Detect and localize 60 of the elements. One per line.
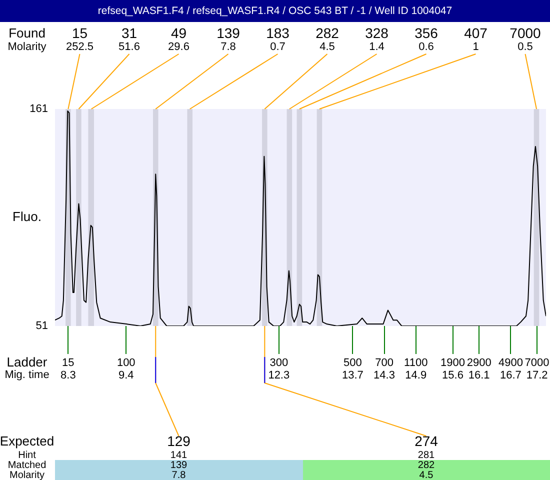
chart-title: refseq_WASF1.F4 / refseq_WASF1.R4 / OSC 543 BT / -1 / Well ID 1004047 — [0, 0, 550, 22]
x-tick-label: 13.7 — [342, 370, 364, 382]
text: 0.5 — [518, 41, 533, 54]
text: 281 — [418, 450, 436, 461]
x-tick-label: 8.3 — [60, 370, 76, 382]
annotation: 129 — [167, 432, 191, 449]
text: 29.6 — [168, 41, 190, 54]
text: 15 — [62, 357, 74, 370]
text: Molarity — [8, 41, 47, 54]
text: 0.7 — [270, 41, 286, 54]
text: Ladder — [6, 354, 48, 370]
text: 7.8 — [172, 470, 186, 480]
text: Expected — [0, 434, 54, 449]
text: 300 — [270, 357, 288, 370]
x-axis-title: Mig. time — [4, 369, 50, 382]
text: 7.8 — [220, 41, 236, 54]
annotation: 31 — [121, 24, 138, 41]
text: 2900 — [466, 357, 492, 370]
text: 500 — [343, 357, 362, 370]
text: Molarity — [9, 470, 45, 480]
text: 141 — [170, 450, 188, 461]
text: 4.5 — [320, 41, 335, 54]
annotation: 274 — [414, 432, 438, 449]
annotation: 282 — [316, 24, 340, 41]
text: 4900 — [498, 357, 523, 370]
x-tick-label: 16.7 — [500, 370, 522, 382]
x-tick-label: 14.3 — [374, 370, 395, 382]
annotation: 49 — [170, 24, 187, 41]
text: 1 — [472, 41, 479, 54]
annotation: 328 — [365, 24, 389, 41]
annotation: 183 — [266, 24, 290, 41]
x-tick-label: 14.9 — [405, 370, 427, 382]
annotation: 15 — [72, 24, 88, 41]
x-tick-label: 9.4 — [118, 370, 134, 382]
text: 1900 — [440, 357, 465, 370]
annotation: 139 — [216, 24, 240, 41]
text: 100 — [116, 357, 136, 370]
y-axis-title: Fluo. — [12, 209, 42, 224]
y-tick-label: 51 — [36, 320, 48, 332]
text: 0.6 — [418, 41, 434, 54]
text: 282 — [418, 460, 436, 471]
x-tick-label: 15.6 — [442, 370, 464, 382]
text: Matched — [8, 460, 46, 471]
text: 4.5 — [419, 470, 434, 480]
x-tick-label: 16.1 — [468, 370, 490, 382]
text: Hint — [18, 450, 36, 461]
x-tick-label: 17.2 — [526, 370, 548, 382]
text: 252.5 — [66, 41, 94, 54]
annotation: 356 — [414, 24, 438, 41]
text: 1.4 — [369, 41, 384, 54]
annotation: 7000 — [510, 24, 542, 41]
y-tick-label: 161 — [30, 103, 48, 116]
text: Found — [8, 26, 46, 41]
text: 7000 — [524, 357, 550, 370]
text: 139 — [170, 460, 188, 471]
x-tick-label: 12.3 — [268, 370, 290, 382]
text: 51.6 — [118, 41, 140, 54]
text: 700 — [375, 357, 394, 370]
text: 1100 — [404, 357, 428, 370]
annotation: 407 — [464, 24, 488, 41]
